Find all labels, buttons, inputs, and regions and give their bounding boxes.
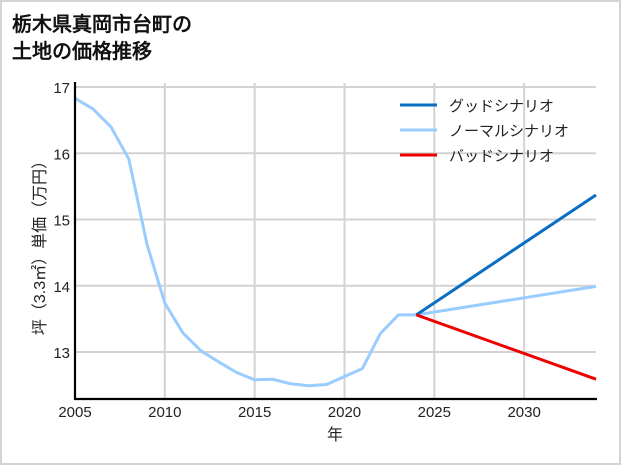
chart-title-line-2: 土地の価格推移 — [12, 39, 152, 63]
y-tick-label: 17 — [53, 80, 70, 97]
x-tick-label: 2010 — [148, 404, 181, 421]
x-tick-label: 2020 — [328, 404, 361, 421]
x-tick-label: 2005 — [58, 404, 91, 421]
y-tick-label: 14 — [53, 279, 70, 296]
x-axis-label: 年 — [327, 426, 343, 444]
tick-labels: 2005 2010 2015 2020 2025 2030 13 14 15 16 17 — [53, 80, 541, 421]
y-axis-label: 坪（3.3㎡）単価（万円） — [31, 153, 49, 335]
series-line-0 — [415, 193, 597, 317]
y-tick-label: 15 — [53, 213, 70, 230]
x-tick-label: 2025 — [418, 404, 451, 421]
y-tick-label: 13 — [53, 345, 70, 362]
chart-title-line-1: 栃木県真岡市台町の — [12, 12, 192, 36]
x-tick-label: 2030 — [507, 404, 540, 421]
x-tick-label: 2015 — [238, 404, 271, 421]
series-line-1 — [74, 97, 597, 388]
axes — [73, 82, 597, 401]
grid-lines — [75, 83, 596, 399]
legend-label: グッドシナリオ — [449, 98, 554, 115]
y-tick-label: 16 — [53, 146, 70, 163]
chart-title: 栃木県真岡市台町の 土地の価格推移 — [12, 11, 192, 65]
legend-label: ノーマルシナリオ — [449, 123, 569, 140]
data-series — [74, 97, 597, 388]
legend-label: バッドシナリオ — [449, 148, 554, 165]
series-line-2 — [415, 313, 597, 381]
